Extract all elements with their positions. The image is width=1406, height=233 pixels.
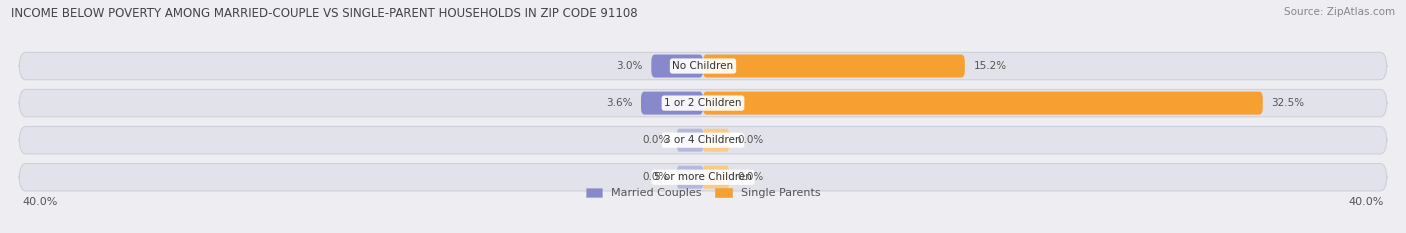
- FancyBboxPatch shape: [703, 55, 965, 78]
- Text: 0.0%: 0.0%: [738, 172, 763, 182]
- Text: 5 or more Children: 5 or more Children: [654, 172, 752, 182]
- Text: 40.0%: 40.0%: [1348, 197, 1384, 207]
- Text: 40.0%: 40.0%: [22, 197, 58, 207]
- FancyBboxPatch shape: [703, 92, 1263, 115]
- Text: 3 or 4 Children: 3 or 4 Children: [664, 135, 742, 145]
- FancyBboxPatch shape: [20, 127, 1386, 154]
- Text: 0.0%: 0.0%: [643, 172, 669, 182]
- FancyBboxPatch shape: [678, 129, 703, 152]
- Text: 1 or 2 Children: 1 or 2 Children: [664, 98, 742, 108]
- FancyBboxPatch shape: [703, 166, 728, 189]
- FancyBboxPatch shape: [641, 92, 703, 115]
- Text: No Children: No Children: [672, 61, 734, 71]
- FancyBboxPatch shape: [20, 52, 1386, 80]
- FancyBboxPatch shape: [703, 129, 728, 152]
- Text: INCOME BELOW POVERTY AMONG MARRIED-COUPLE VS SINGLE-PARENT HOUSEHOLDS IN ZIP COD: INCOME BELOW POVERTY AMONG MARRIED-COUPL…: [11, 7, 638, 20]
- Legend: Married Couples, Single Parents: Married Couples, Single Parents: [581, 183, 825, 203]
- Text: Source: ZipAtlas.com: Source: ZipAtlas.com: [1284, 7, 1395, 17]
- Text: 0.0%: 0.0%: [738, 135, 763, 145]
- Text: 0.0%: 0.0%: [643, 135, 669, 145]
- FancyBboxPatch shape: [20, 164, 1386, 191]
- FancyBboxPatch shape: [678, 166, 703, 189]
- Text: 3.6%: 3.6%: [606, 98, 633, 108]
- Text: 32.5%: 32.5%: [1271, 98, 1305, 108]
- Text: 15.2%: 15.2%: [973, 61, 1007, 71]
- Text: 3.0%: 3.0%: [616, 61, 643, 71]
- FancyBboxPatch shape: [651, 55, 703, 78]
- FancyBboxPatch shape: [20, 89, 1386, 117]
